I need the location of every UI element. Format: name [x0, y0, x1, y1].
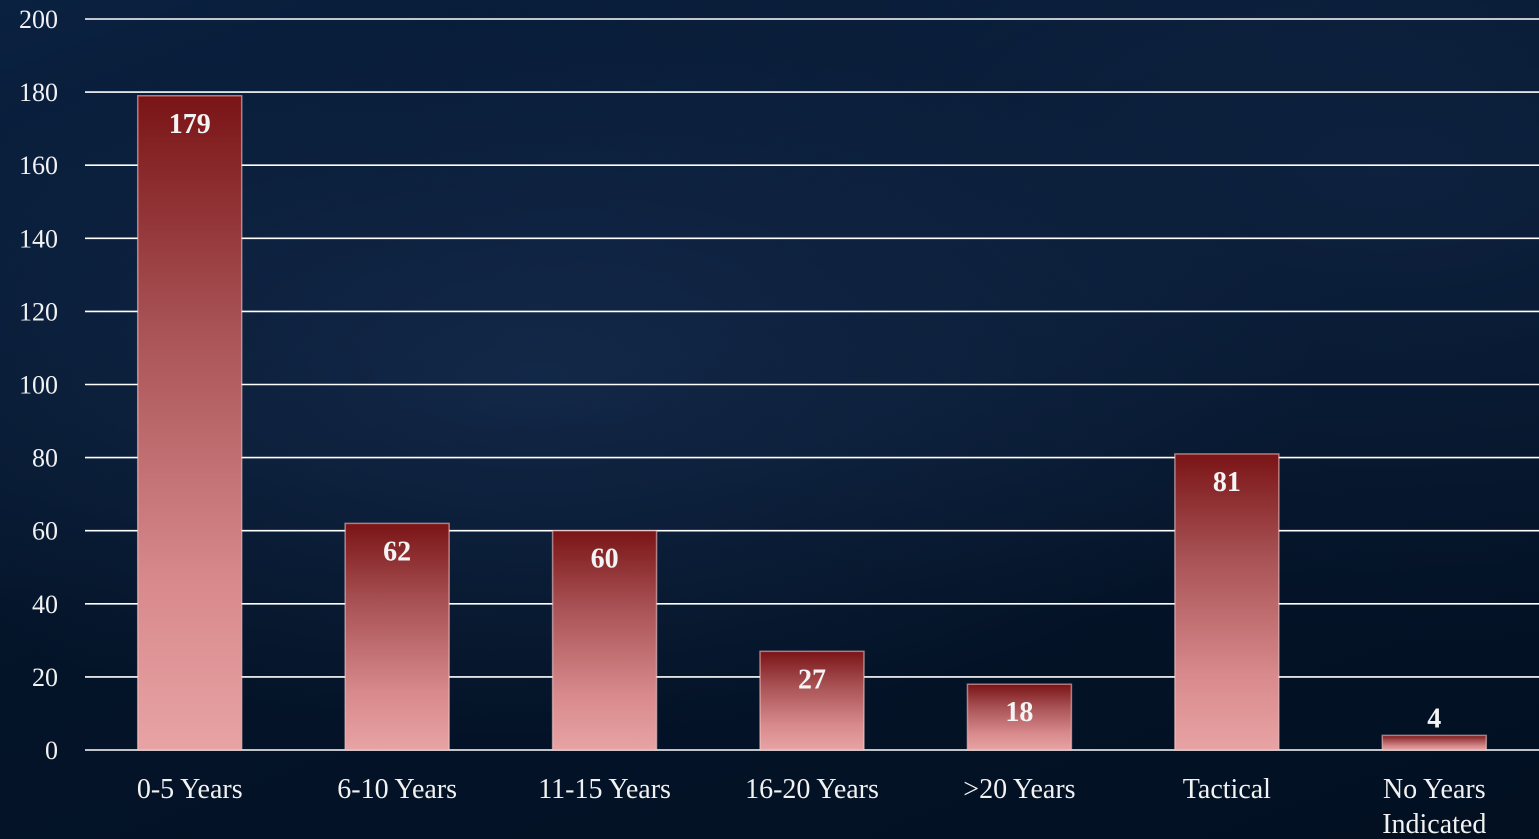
x-category-label: No Years Indicated — [1382, 774, 1486, 839]
data-label: 81 — [1213, 467, 1241, 498]
y-tick-label: 40 — [32, 590, 58, 619]
y-tick-label: 140 — [19, 224, 58, 253]
y-tick-label: 160 — [19, 151, 58, 180]
bar-6-10-years — [344, 522, 450, 751]
data-label: 18 — [1005, 697, 1033, 728]
gridlines — [85, 18, 1539, 751]
x-category-label: 6-10 Years — [337, 774, 457, 805]
y-tick-label: 80 — [32, 444, 58, 473]
y-tick-label: 180 — [19, 78, 58, 107]
bar-11-15-years — [551, 529, 658, 751]
y-tick-label: 200 — [19, 5, 58, 34]
x-category-label: 11-15 Years — [538, 774, 671, 805]
y-tick-label: 20 — [32, 663, 58, 692]
y-tick-label: 60 — [32, 517, 58, 546]
bar-20-years — [966, 683, 1073, 751]
data-labels: 179 62 60 27 18 81 4 — [169, 109, 1442, 735]
x-category-label: 16-20 Years — [745, 774, 879, 805]
x-axis-categories: 0-5 Years 6-10 Years 11-15 Years 16-20 Year… — [137, 774, 1487, 839]
x-category-label: 0-5 Years — [137, 774, 243, 805]
x-category-label: >20 Years — [963, 774, 1075, 805]
y-axis-ticks: 0 20 40 60 80 100 120 140 160 180 200 — [19, 5, 58, 765]
data-label: 62 — [383, 536, 411, 567]
y-tick-label: 120 — [19, 297, 58, 326]
data-label: 27 — [798, 664, 826, 695]
data-label: 60 — [591, 544, 619, 575]
y-tick-label: 0 — [45, 736, 58, 765]
data-label: 4 — [1427, 703, 1441, 734]
bars — [136, 95, 1488, 751]
bar-0-5-years — [136, 95, 243, 751]
bar-no-years-indicated — [1381, 734, 1488, 751]
bar-16-20-years — [759, 650, 865, 751]
bar-tactical — [1174, 453, 1280, 751]
data-label: 179 — [169, 109, 211, 140]
y-tick-label: 100 — [19, 371, 58, 400]
x-category-label: Tactical — [1183, 774, 1271, 805]
